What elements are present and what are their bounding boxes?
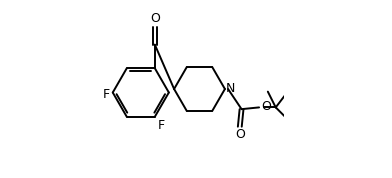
Text: F: F	[102, 88, 110, 101]
Text: F: F	[158, 119, 165, 132]
Text: O: O	[150, 12, 160, 25]
Text: O: O	[261, 100, 271, 113]
Text: O: O	[235, 128, 245, 142]
Text: N: N	[226, 82, 236, 95]
